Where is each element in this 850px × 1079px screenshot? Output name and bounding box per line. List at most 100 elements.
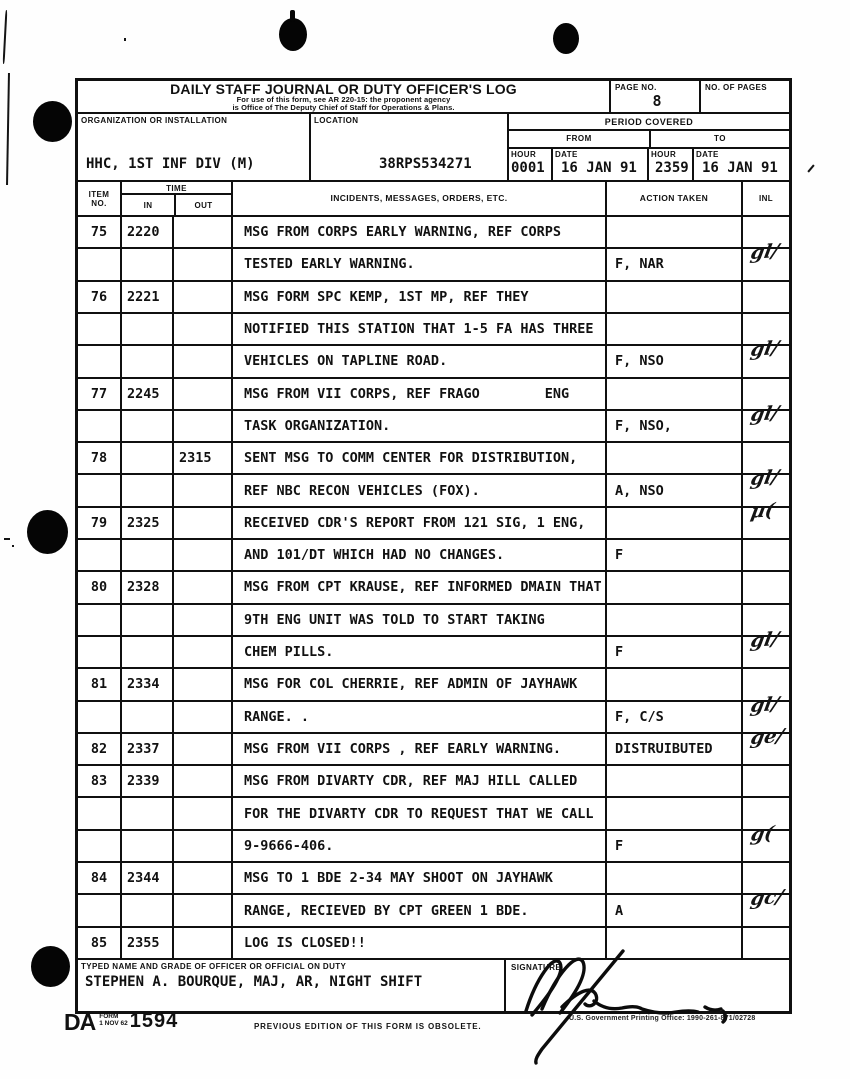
time-out-cell [174,410,233,442]
initials-cell: gl/ [743,402,789,441]
initials-cell: ge/ [743,725,789,764]
table-row: 77 2245 MSG FROM VII CORPS, REF FRAGO ENG [78,378,789,411]
action-taken-cell [607,863,743,894]
table-row: FOR THE DIVARTY CDR TO REQUEST THAT WE C… [78,798,789,831]
action-taken-cell [607,281,743,312]
typed-name-value: STEPHEN A. BOURQUE, MAJ, AR, NIGHT SHIFT [85,974,423,990]
col-header-incidents: INCIDENTS, MESSAGES, ORDERS, ETC. [233,182,607,215]
time-in-cell [122,604,174,635]
time-out-cell [174,669,233,700]
margin-speck-dot [12,545,14,547]
action-taken-cell [607,798,743,829]
incident-cell: MSG FROM CORPS EARLY WARNING, REF CORPS [233,217,607,248]
time-in-cell [122,636,174,668]
item-no-cell: 83 [78,766,122,797]
item-no-cell [78,249,122,280]
form-subtitle-1: For use of this form, see AR 220-15: the… [236,95,451,104]
initials-cell [743,572,789,602]
initials-cell [743,540,789,570]
signature-label: SIGNATURE [511,963,562,972]
time-in-cell [122,701,174,732]
to-date-value: 16 JAN 91 [702,160,778,176]
punch-hole-left-lower [31,946,70,987]
item-no-cell [78,830,122,862]
from-hour-cell: HOUR 0001 [509,149,553,180]
form-edition: FORM 1 NOV 62 [99,1013,128,1027]
action-taken-cell: F [607,636,743,668]
period-from-label: FROM [509,131,651,147]
time-out-cell [174,636,233,668]
item-no-cell [78,604,122,635]
incident-cell: MSG FROM CPT KRAUSE, REF INFORMED DMAIN … [233,572,607,603]
form-number: 1594 [129,1010,179,1032]
time-in-cell [122,346,174,377]
handwritten-initials: gl/ [748,628,781,652]
action-taken-cell [607,443,743,474]
action-taken-cell: F, NAR [607,249,743,280]
incident-cell: REF NBC RECON VEHICLES (FOX). [233,475,607,506]
incident-cell: CHEM PILLS. [233,636,607,668]
action-taken-cell [607,927,743,958]
table-row: 76 2221 MSG FORM SPC KEMP, 1ST MP, REF THE… [78,281,789,314]
from-hour-label: HOUR [511,150,537,159]
period-hour-date-row: HOUR 0001 DATE 16 JAN 91 HOUR 2359 DATE … [509,149,789,180]
name-signature-row: TYPED NAME AND GRADE OF OFFICER OR OFFIC… [78,960,789,1011]
item-no-cell: 79 [78,507,122,539]
to-hour-label: HOUR [651,150,677,159]
period-covered-cell: PERIOD COVERED FROM TO HOUR 0001 DATE 16… [509,114,789,180]
to-hour-value: 2359 [655,160,689,176]
margin-line-top [2,9,8,65]
time-in-cell [122,249,174,280]
typed-name-cell: TYPED NAME AND GRADE OF OFFICER OR OFFIC… [78,960,506,1011]
action-taken-cell: F, NSO, [607,410,743,442]
incident-cell: VEHICLES ON TAPLINE ROAD. [233,346,607,377]
action-taken-cell [607,378,743,409]
time-out-cell [174,540,233,571]
organization-value: HHC, 1ST INF DIV (M) [86,156,255,172]
form-title-cell: DAILY STAFF JOURNAL OR DUTY OFFICER'S LO… [78,81,611,112]
time-in-cell [122,410,174,442]
table-row: TESTED EARLY WARNING. F, NAR gl/ [78,240,789,282]
item-no-cell: 75 [78,217,122,248]
form-word: FORM [99,1013,119,1020]
action-taken-cell [607,217,743,248]
punch-hole-left-upper [33,101,72,142]
from-date-value: 16 JAN 91 [561,160,637,176]
handwritten-initials: gl/ [748,401,781,426]
time-in-cell: 2334 [122,669,174,700]
time-in-cell: 2221 [122,281,174,312]
location-cell: LOCATION 38RPS534271 [311,114,509,180]
table-row: 85 2355 LOG IS CLOSED!! [78,927,789,960]
item-no-cell [78,540,122,571]
item-label-line1: ITEM [88,189,110,199]
to-date-label: DATE [696,150,719,159]
action-taken-cell [607,604,743,635]
action-taken-cell [607,572,743,603]
time-in-cell: 2339 [122,766,174,797]
action-taken-cell: F [607,540,743,571]
stray-speck-top [124,38,126,41]
time-in-label: IN [122,195,176,215]
da-form-1594: DAILY STAFF JOURNAL OR DUTY OFFICER'S LO… [75,78,792,1014]
incident-cell: RANGE, RECIEVED BY CPT GREEN 1 BDE. [233,895,607,926]
incident-cell: AND 101/DT WHICH HAD NO CHANGES. [233,540,607,571]
handwritten-initials: gc/ [748,886,786,911]
time-out-cell [174,604,233,635]
time-out-cell [174,572,233,603]
from-hour-value: 0001 [511,160,545,176]
action-taken-cell [607,766,743,797]
item-no-cell: 77 [78,378,122,409]
initials-cell [743,282,789,312]
item-no-cell [78,410,122,442]
log-column-headers: ITEM NO. TIME IN OUT INCIDENTS, MESSAGES… [78,182,789,217]
action-taken-cell: F, NSO [607,346,743,377]
item-no-cell [78,313,122,345]
table-row: 9TH ENG UNIT WAS TOLD TO START TAKING [78,604,789,637]
col-header-inl: INL [758,194,774,203]
item-label-line2: NO. [91,198,107,208]
handwritten-initials: gl/ [748,337,781,362]
item-no-cell [78,636,122,668]
handwritten-initials: gl/ [748,240,781,265]
